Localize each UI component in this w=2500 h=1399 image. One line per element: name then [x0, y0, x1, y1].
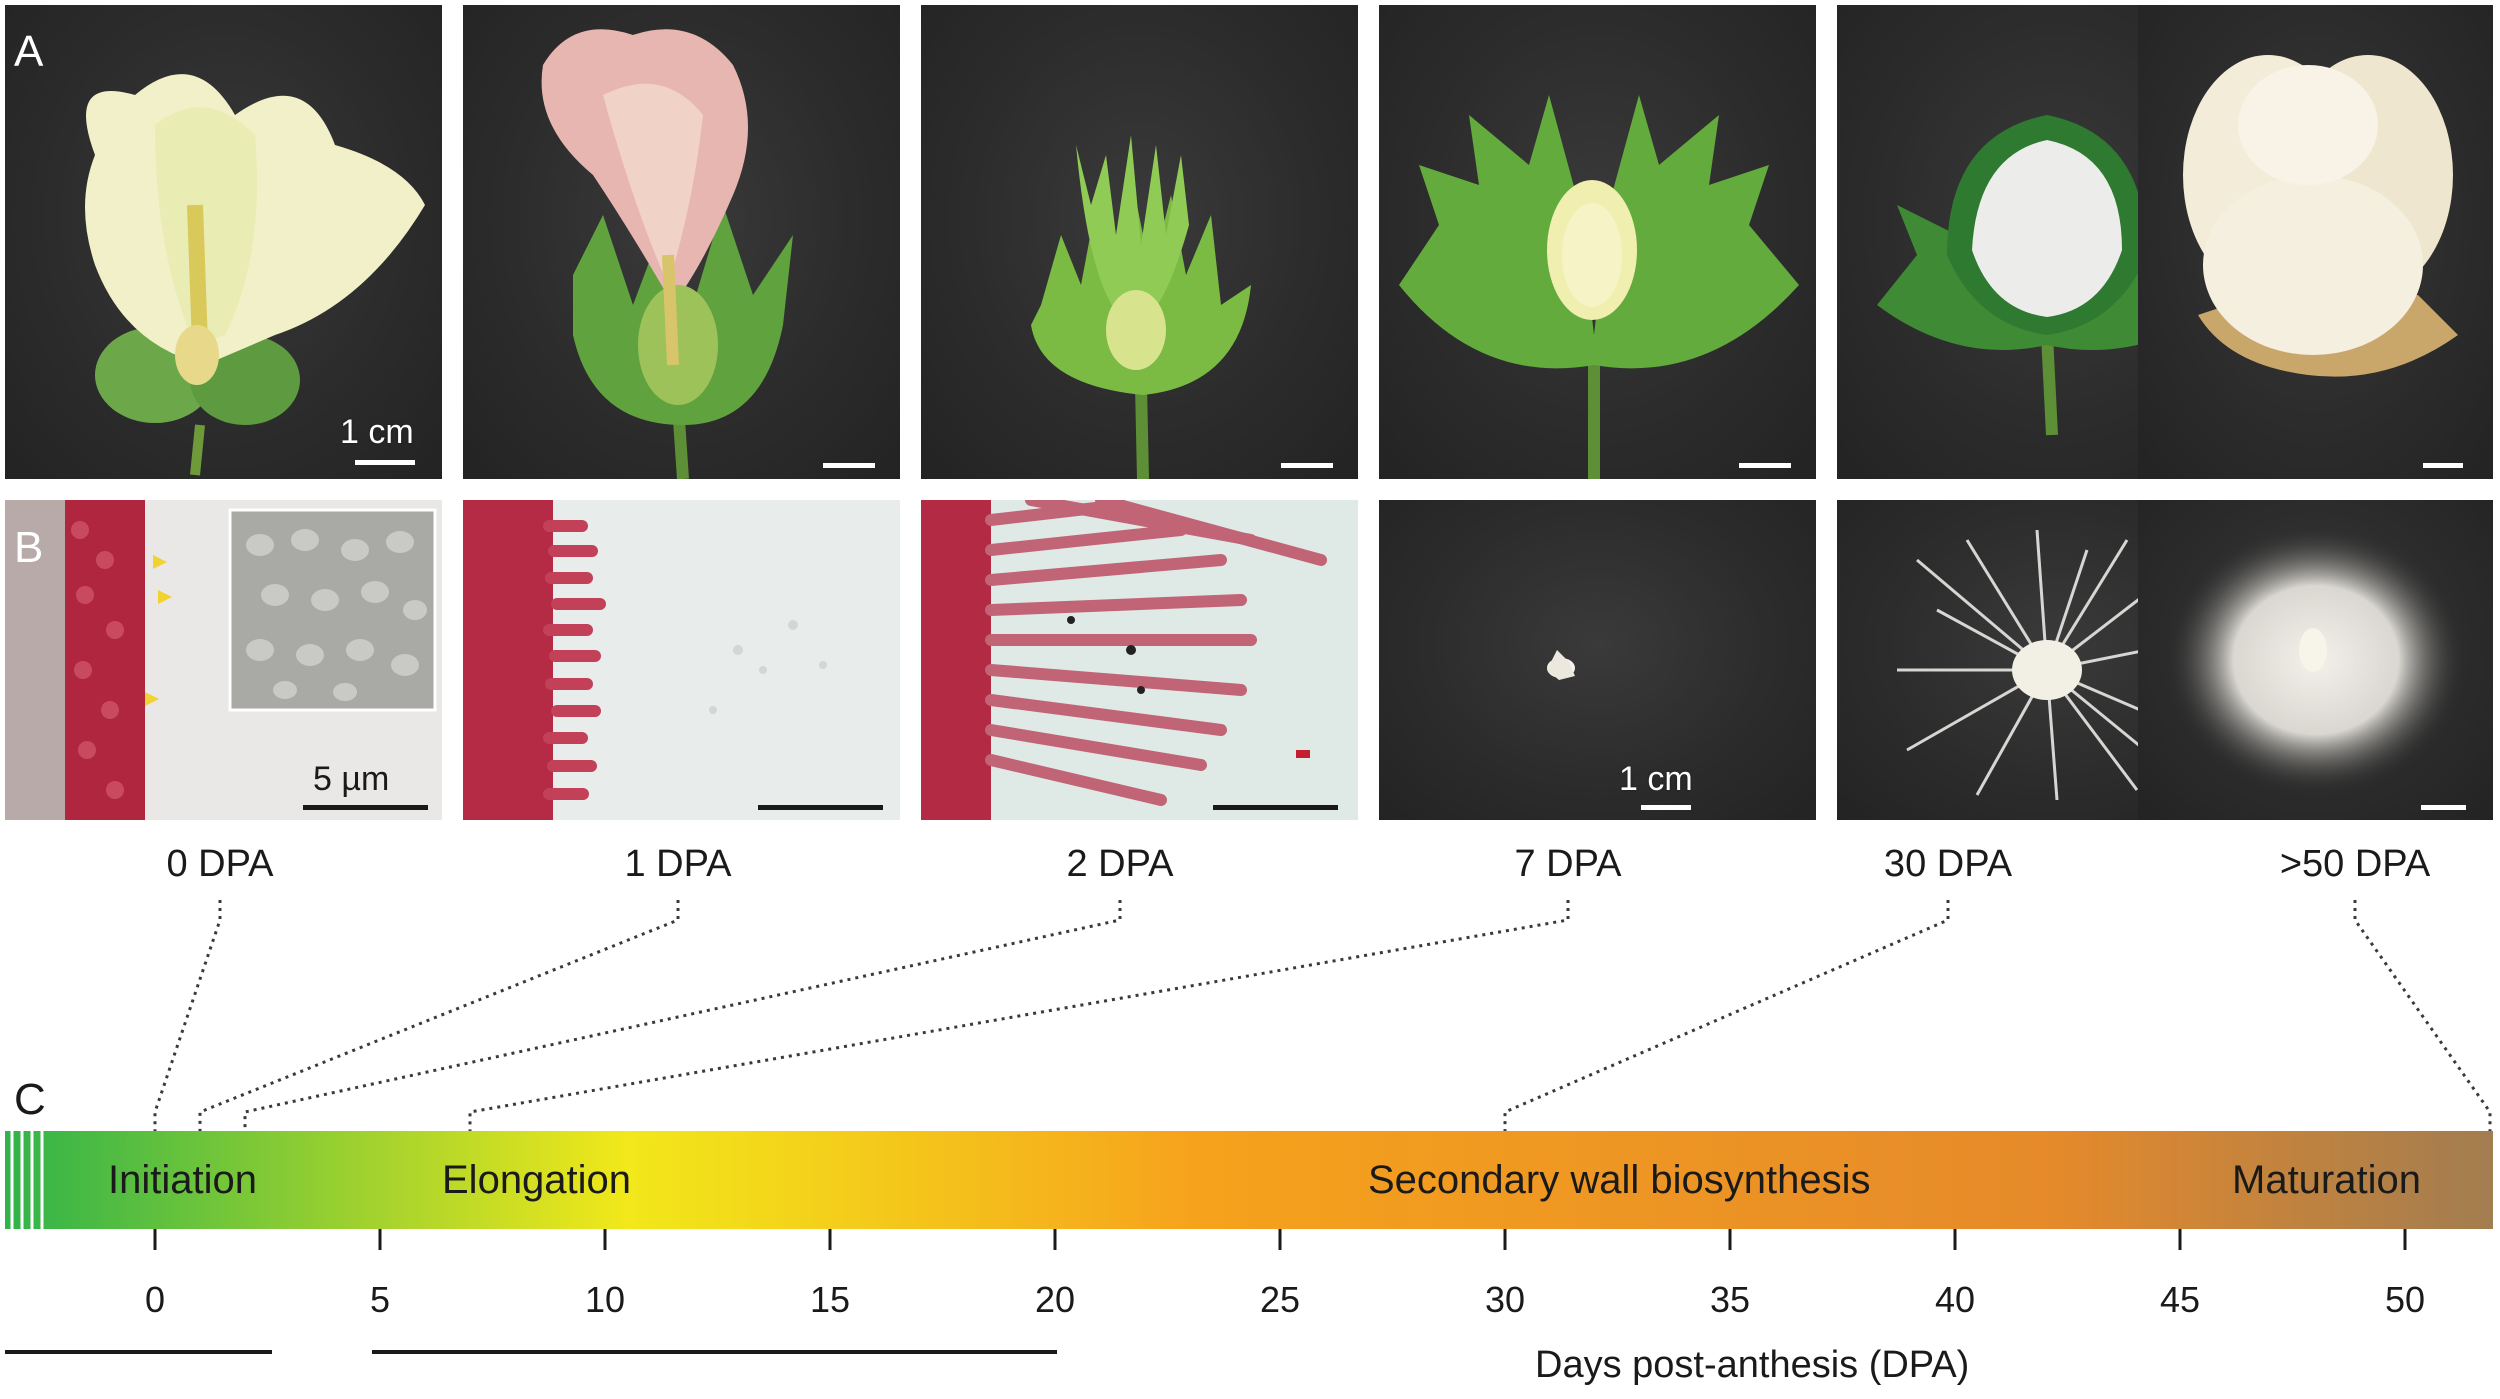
photo-flower-0dpa: 1 cm	[5, 5, 442, 479]
tick-label: 20	[1034, 1279, 1076, 1320]
stage-label-2dpa: 2 DPA	[1066, 843, 1174, 885]
scale-bar	[758, 805, 883, 810]
panel-letter-a: A	[14, 27, 44, 76]
fiber-photo-50dpa	[2138, 500, 2493, 820]
photo-boll-7dpa	[1379, 5, 1816, 479]
scale-label-1cm: 1 cm	[340, 413, 414, 451]
stage-label-30dpa: 30 DPA	[1883, 843, 2013, 885]
scale-bar	[1739, 463, 1791, 468]
scale-bar	[2421, 805, 2466, 810]
tick-label: 10	[584, 1279, 626, 1320]
micrograph-0dpa: 5 µm	[5, 500, 442, 820]
scale-bar	[1213, 805, 1338, 810]
photo-open-boll-50dpa	[2138, 5, 2493, 479]
phase-label-elongation: Elongation	[442, 1158, 632, 1202]
stage-label-50dpa: >50 DPA	[2279, 843, 2431, 885]
micrograph-2dpa	[921, 500, 1358, 820]
panel-letter-c: C	[14, 1075, 46, 1124]
tick-label: 15	[809, 1279, 851, 1320]
phase-label-secondary-wall: Secondary wall biosynthesis	[1368, 1158, 1871, 1202]
scale-bar	[1641, 805, 1691, 810]
tick-label: 0	[144, 1279, 166, 1320]
stage-connector	[2353, 900, 2492, 1131]
scale-bar	[303, 805, 428, 810]
tick-label: 35	[1709, 1279, 1751, 1320]
axis-title: Days post-anthesis (DPA)	[1535, 1344, 1970, 1386]
scale-label-1cm-b: 1 cm	[1619, 760, 1693, 798]
scale-bar	[1281, 463, 1333, 468]
stage-connector	[198, 900, 680, 1131]
timeline-gradient-bar	[5, 1131, 2493, 1229]
photo-boll-2dpa	[921, 5, 1358, 479]
scale-bar	[2423, 463, 2463, 468]
tick-label: 50	[2384, 1279, 2426, 1320]
scale-bar	[355, 460, 415, 465]
tick-label: 30	[1484, 1279, 1526, 1320]
micrograph-1dpa	[463, 500, 900, 820]
phase-label-initiation: Initiation	[108, 1158, 257, 1202]
tick-label: 40	[1934, 1279, 1976, 1320]
scale-bar	[823, 463, 875, 468]
stage-label-1dpa: 1 DPA	[624, 843, 732, 885]
photo-flower-1dpa	[463, 5, 900, 479]
tick-label: 5	[369, 1279, 391, 1320]
stage-connector	[243, 900, 1122, 1131]
stage-label-7dpa: 7 DPA	[1514, 843, 1622, 885]
phase-label-maturation: Maturation	[2232, 1158, 2421, 1202]
stage-connector	[1503, 900, 1950, 1131]
stage-connector	[468, 900, 1570, 1131]
stage-connector	[153, 900, 222, 1131]
stage-label-0dpa: 0 DPA	[166, 843, 274, 885]
tick-label: 45	[2159, 1279, 2201, 1320]
scale-label-5um: 5 µm	[313, 760, 390, 798]
fiber-photo-7dpa: 1 cm	[1379, 500, 1816, 820]
panel-letter-b: B	[14, 523, 44, 572]
tick-label: 25	[1259, 1279, 1301, 1320]
timeline-stripes	[10, 1131, 44, 1229]
